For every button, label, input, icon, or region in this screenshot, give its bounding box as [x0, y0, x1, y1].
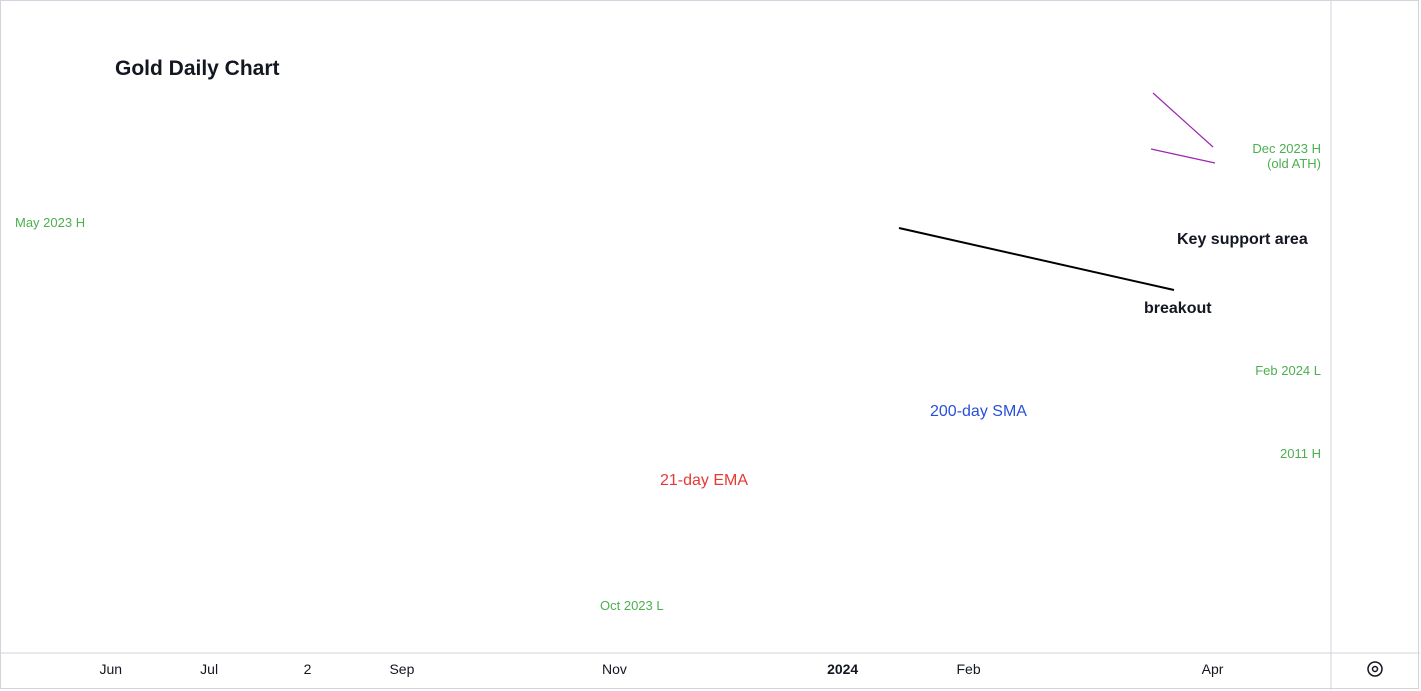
feb-2024-l-label: Feb 2024 L: [1255, 363, 1321, 378]
oct-2023-l-label: Oct 2023 L: [600, 598, 664, 613]
sma200-label: 200-day SMA: [930, 403, 1027, 420]
x-axis-ticks[interactable]: Jun Jul 2 Sep Nov 2024 Feb Apr: [99, 661, 1223, 677]
x-tick-label: 2: [304, 661, 312, 677]
may-2023-h-label: May 2023 H: [15, 215, 85, 230]
x-tick-label: Jul: [200, 661, 218, 677]
annotations-layer: Gold Daily Chart May 2023 H Dec 2023 H (…: [15, 57, 1321, 613]
settings-icon[interactable]: [1367, 661, 1383, 677]
x-tick-label: Jun: [99, 661, 122, 677]
old-ath-label: (old ATH): [1267, 156, 1321, 171]
key-support-label: Key support area: [1177, 231, 1308, 248]
drawn-lines-layer: [898, 92, 1216, 291]
flag-upper-line: [1152, 92, 1214, 148]
dec-2023-h-label: Dec 2023 H: [1252, 141, 1321, 156]
breakout-trendline: [898, 227, 1175, 291]
2011-h-label: 2011 H: [1280, 446, 1321, 461]
chart-title: Gold Daily Chart: [115, 57, 280, 80]
x-tick-label: Apr: [1202, 661, 1224, 677]
x-tick-label: 2024: [827, 661, 858, 677]
x-tick-label: Sep: [389, 661, 414, 677]
flag-lower-line: [1150, 148, 1216, 164]
ema21-label: 21-day EMA: [660, 472, 748, 489]
x-tick-label: Nov: [602, 661, 627, 677]
x-tick-label: Feb: [957, 661, 981, 677]
breakout-label: breakout: [1144, 300, 1212, 317]
